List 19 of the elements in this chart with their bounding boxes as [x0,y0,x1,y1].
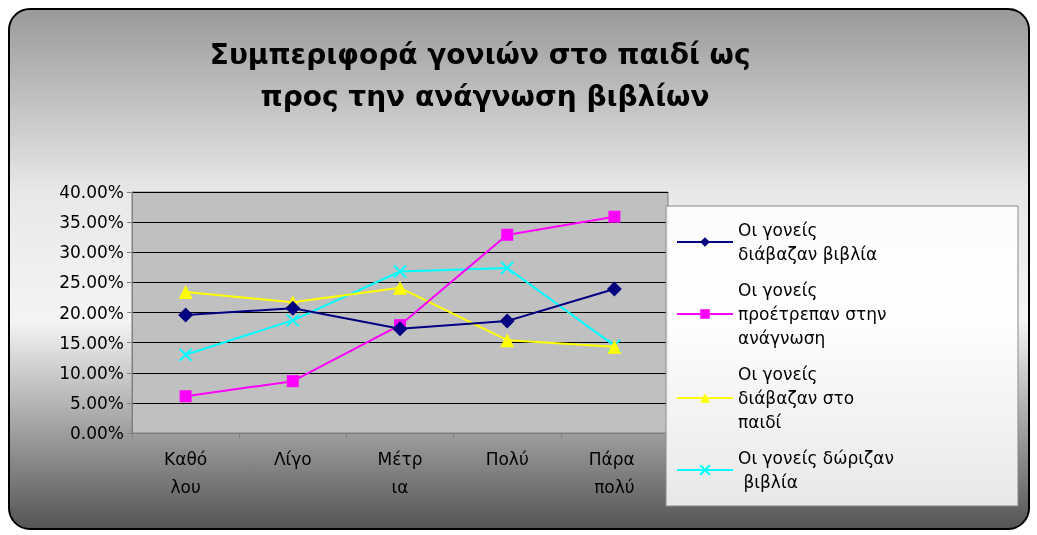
x-tick-label: Μέτρια [377,449,423,497]
legend-label: Οι γονείς προέτρεπαν στην ανάγνωση [738,280,892,348]
y-tick-label: 10.00% [59,362,124,383]
x-tick-label: Πολύ [485,449,529,469]
y-tick-label: 25.00% [59,272,124,293]
x-tick-label: Λίγο [273,449,312,469]
y-tick-label: 20.00% [59,302,124,323]
y-tick-label: 15.00% [59,332,124,353]
y-tick-label: 35.00% [59,212,124,233]
legend-label: Οι γονείς δώριζαν βιβλία [738,448,894,492]
y-tick-label: 5.00% [69,392,124,413]
y-tick-label: 0.00% [69,423,124,443]
chart-title: Συμπεριφορά γονιών στο παιδί ως προς την ανάγνωση βιβλίων [209,37,761,113]
legend-label: Οι γονείς διάβαζαν στο παιδί [738,364,860,432]
x-tick-label: Πάρα πολύ [588,449,641,497]
y-tick-label: 30.00% [59,242,124,263]
y-tick-label: 40.00% [59,182,124,202]
legend-label: Οι γονείς διάβαζαν βιβλία [738,220,878,264]
x-tick-label: Καθόλου [164,449,208,497]
